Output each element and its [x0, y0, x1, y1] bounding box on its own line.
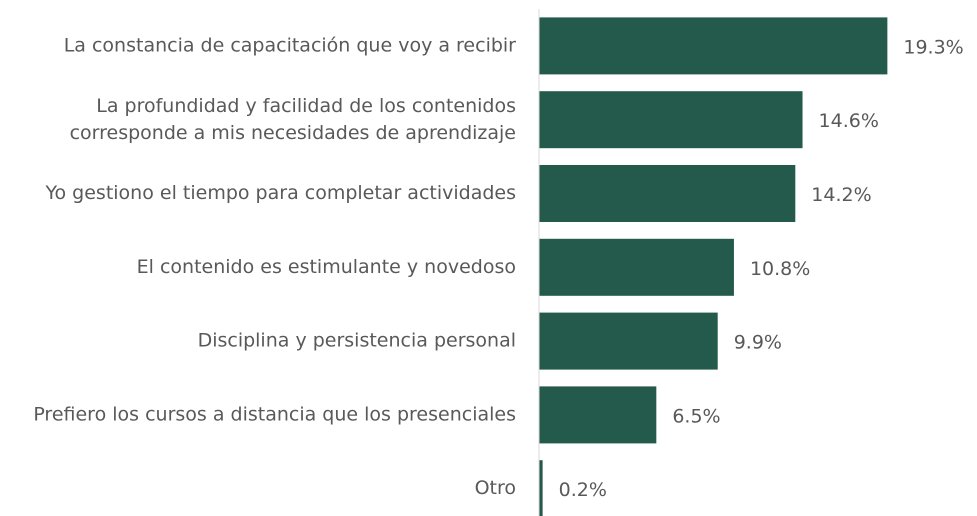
bar: [539, 312, 718, 370]
bar: [539, 165, 796, 222]
category-label-line: La profundidad y facilidad de los conten…: [96, 95, 516, 117]
value-label: 14.2%: [811, 184, 871, 206]
value-label: 10.8%: [750, 258, 810, 280]
bar: [539, 460, 543, 516]
category-label: El contenido es estimulante y novedoso: [137, 256, 516, 278]
category-label: Disciplina y persistencia personal: [198, 330, 516, 352]
value-label: 6.5%: [672, 405, 720, 427]
category-label: Otro: [475, 477, 516, 499]
bar: [539, 386, 657, 444]
category-label: Prefiero los cursos a distancia que los …: [33, 403, 516, 425]
value-label: 0.2%: [559, 479, 607, 501]
category-label: Yo gestiono el tiempo para completar act…: [44, 182, 516, 204]
bar: [539, 238, 734, 296]
value-label: 9.9%: [734, 332, 782, 354]
value-label: 19.3%: [903, 36, 963, 58]
bar: [539, 17, 888, 75]
category-label: La constancia de capacitación que voy a …: [64, 34, 516, 56]
value-label: 14.6%: [819, 110, 879, 132]
bar: [539, 91, 803, 149]
category-label: La profundidad y facilidad de los conten…: [70, 95, 516, 144]
category-label-line: corresponde a mis necesidades de aprendi…: [70, 122, 516, 144]
